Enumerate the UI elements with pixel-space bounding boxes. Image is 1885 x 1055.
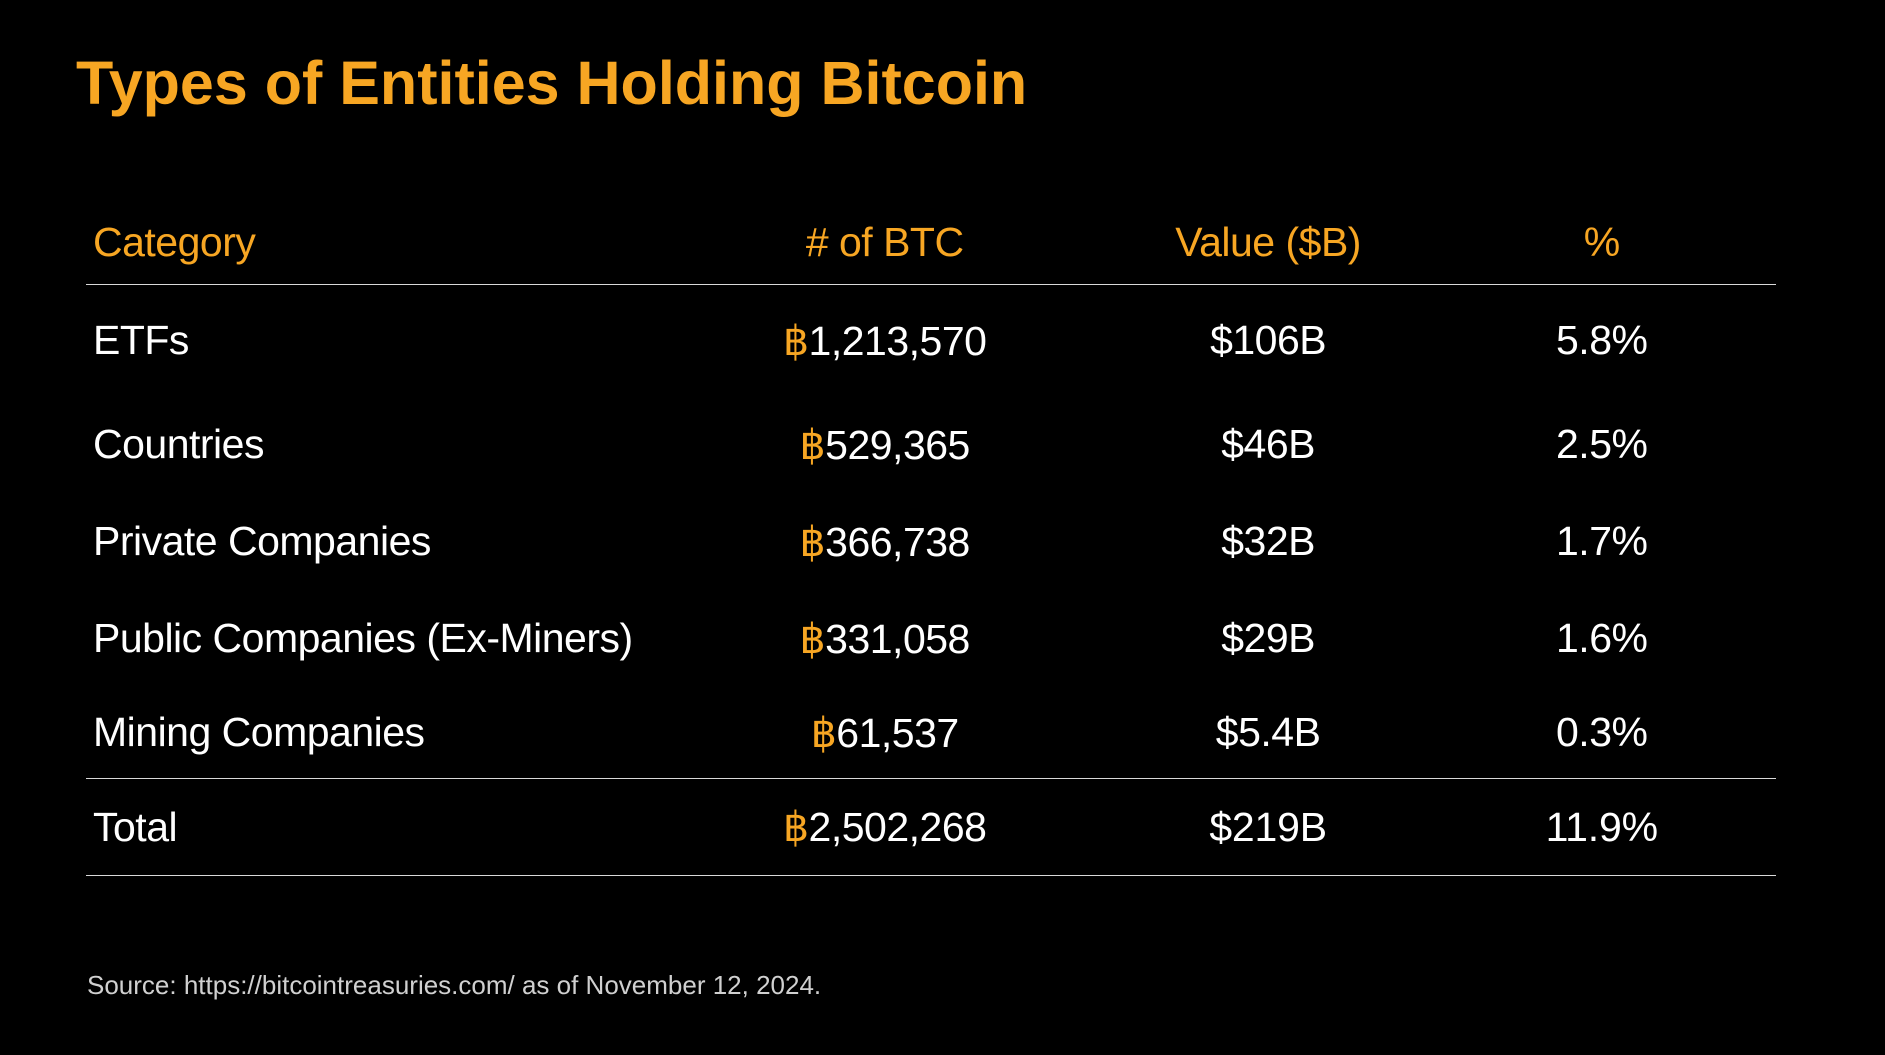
total-value: $219B [1209,803,1327,850]
table-row: Mining Companies ฿61,537 $5.4B 0.3% [86,687,1776,778]
row-btc-value: 366,738 [825,518,970,565]
row-percent: 1.6% [1556,615,1648,661]
row-btc-value: 529,365 [825,421,970,468]
row-category: Countries [93,421,264,467]
table-header-row: Category # of BTC Value ($B) % [86,200,1776,284]
row-btc-count: ฿529,365 [661,421,1109,469]
row-category: Mining Companies [93,709,425,755]
bitcoin-symbol-icon: ฿ [782,317,809,364]
row-value: $106B [1210,317,1327,363]
bottom-divider [86,875,1776,876]
header-category: Category [93,218,256,265]
total-divider [86,778,1776,779]
row-btc-value: 1,213,570 [808,317,987,364]
row-percent: 2.5% [1556,421,1648,467]
slide-title: Types of Entities Holding Bitcoin [76,49,1028,117]
header-percent: % [1583,218,1620,265]
row-btc-count: ฿366,738 [661,518,1109,566]
table-row: ETFs ฿1,213,570 $106B 5.8% [86,285,1776,396]
total-btc-value: 2,502,268 [808,804,987,850]
bitcoin-symbol-icon: ฿ [799,615,826,662]
table-total-row: Total ฿2,502,268 $219B 11.9% [86,779,1776,875]
row-btc-value: 331,058 [825,615,970,662]
row-btc-count: ฿61,537 [661,709,1109,757]
header-divider [86,284,1776,285]
row-value: $5.4B [1215,709,1321,755]
table-row: Countries ฿529,365 $46B 2.5% [86,396,1776,493]
table-row: Public Companies (Ex-Miners) ฿331,058 $2… [86,590,1776,687]
row-category: ETFs [93,317,189,363]
total-category: Total [93,803,178,850]
source-note: Source: https://bitcointreasuries.com/ a… [87,970,822,1000]
row-value: $32B [1221,518,1315,564]
header-value: Value ($B) [1175,218,1361,265]
row-category: Private Companies [93,518,431,564]
row-btc-value: 61,537 [836,709,959,756]
table-row: Private Companies ฿366,738 $32B 1.7% [86,493,1776,590]
row-value: $46B [1221,421,1315,467]
row-category: Public Companies (Ex-Miners) [93,615,633,661]
row-btc-count: ฿331,058 [661,615,1109,663]
bitcoin-symbol-icon: ฿ [799,518,826,565]
row-value: $29B [1221,615,1315,661]
header-btc-count: # of BTC [805,218,964,265]
bitcoin-symbol-icon: ฿ [782,804,809,850]
row-percent: 5.8% [1556,317,1648,363]
btc-holdings-table: Category # of BTC Value ($B) % ETFs ฿1,2… [86,200,1776,876]
bitcoin-symbol-icon: ฿ [810,709,837,756]
row-percent: 0.3% [1556,709,1648,755]
row-btc-count: ฿1,213,570 [661,317,1109,365]
row-percent: 1.7% [1556,518,1648,564]
total-percent: 11.9% [1545,803,1658,850]
bitcoin-symbol-icon: ฿ [799,421,826,468]
total-btc-count: ฿2,502,268 [661,803,1109,851]
